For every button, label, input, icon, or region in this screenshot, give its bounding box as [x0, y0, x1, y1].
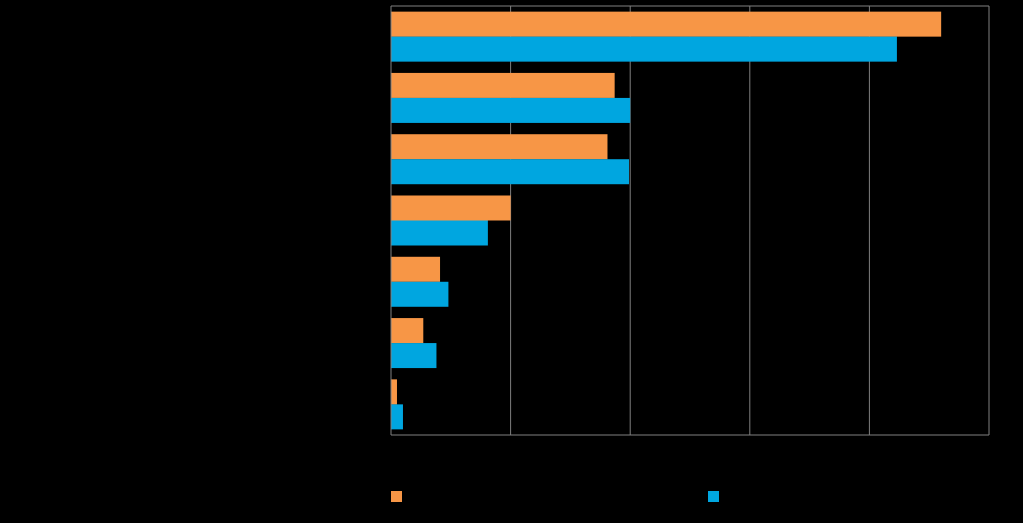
legend-swatch-1 — [708, 491, 719, 502]
bar-s0-c3 — [391, 195, 511, 221]
legend-swatch-0 — [391, 491, 402, 502]
bar-s1-c1 — [391, 97, 631, 123]
gridlines — [391, 5, 990, 435]
bar-s0-c4 — [391, 256, 441, 282]
bar-s1-c2 — [391, 159, 630, 185]
legend — [391, 491, 719, 502]
bar-s0-c5 — [391, 318, 424, 344]
bars — [391, 11, 942, 430]
bar-s1-c5 — [391, 343, 437, 369]
bar-s1-c3 — [391, 220, 488, 246]
bar-s0-c6 — [391, 379, 397, 405]
bar-s1-c6 — [391, 404, 403, 430]
axes — [390, 6, 989, 436]
bar-s0-c2 — [391, 134, 608, 160]
bar-s0-c0 — [391, 11, 942, 37]
bar-s0-c1 — [391, 72, 615, 98]
bar-s1-c4 — [391, 281, 449, 307]
bar-s1-c0 — [391, 36, 897, 62]
